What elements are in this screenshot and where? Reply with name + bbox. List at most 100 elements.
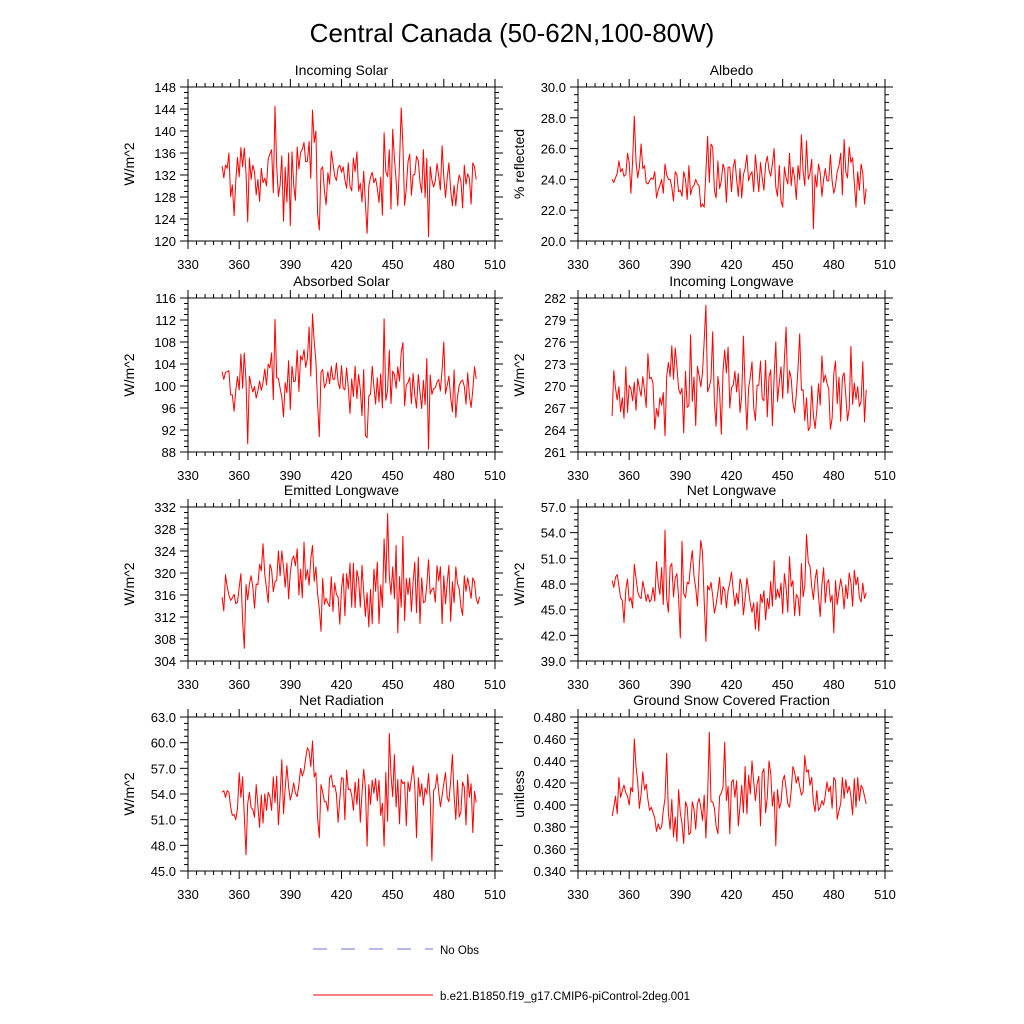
legend-obs-label: No Obs (440, 945, 479, 957)
x-tick-label: 420 (331, 887, 353, 902)
panel-title: Net Longwave (687, 482, 777, 498)
y-tick-label: 51.0 (151, 813, 176, 828)
y-axis-label: unitless (511, 770, 527, 817)
x-tick-label: 360 (618, 468, 640, 483)
x-tick-label: 510 (874, 468, 896, 483)
x-tick-label: 360 (228, 257, 250, 272)
y-tick-label: 264 (544, 423, 566, 438)
y-tick-label: 45.0 (151, 864, 176, 879)
panels: 330 360 390 420 450 480 510 120 124 128 132 136 140 1… (121, 62, 896, 902)
y-axis-label: W/m^2 (121, 562, 137, 605)
y-axis-label: W/m^2 (121, 353, 137, 396)
y-tick-label: 276 (544, 335, 566, 350)
x-tick-label: 450 (382, 677, 404, 692)
y-tick-label: 312 (154, 610, 176, 625)
y-tick-label: 48.0 (151, 838, 176, 853)
x-tick-label: 330 (567, 887, 589, 902)
x-tick-label: 450 (772, 887, 794, 902)
x-tick-label: 390 (279, 887, 301, 902)
panel-ground-snow-covered-fraction: 330 360 390 420 450 480 510 0.340 0.360 0.380 0.40… (511, 692, 896, 902)
y-tick-label: 332 (154, 500, 176, 515)
panel-net-longwave: 330 360 390 420 450 480 510 39.0 42.0 45.0 48.0 51.… (511, 482, 896, 692)
panel-title: Incoming Longwave (669, 273, 794, 289)
panel-absorbed-solar: 330 360 390 420 450 480 510 88 92 96 100 104 108 112 1… (121, 273, 506, 483)
y-tick-label: 279 (544, 313, 566, 328)
y-tick-label: 57.0 (151, 761, 176, 776)
y-tick-label: 20.0 (541, 234, 566, 249)
y-tick-label: 42.0 (541, 628, 566, 643)
panel-title: Emitted Longwave (284, 482, 399, 498)
x-tick-label: 360 (228, 887, 250, 902)
y-tick-label: 116 (155, 291, 176, 306)
y-tick-label: 96 (162, 401, 176, 416)
x-tick-label: 330 (177, 257, 199, 272)
x-tick-label: 420 (721, 468, 743, 483)
y-tick-label: 45.0 (541, 603, 566, 618)
x-tick-label: 330 (567, 677, 589, 692)
panel-incoming-longwave: 330 360 390 420 450 480 510 261 264 267 270 273 276 2… (511, 273, 896, 483)
plot-frame (577, 297, 886, 453)
x-tick-label: 420 (721, 677, 743, 692)
x-tick-label: 390 (279, 257, 301, 272)
y-tick-label: 30.0 (541, 80, 566, 95)
y-tick-label: 270 (544, 379, 566, 394)
x-tick-label: 480 (433, 468, 455, 483)
y-tick-label: 28.0 (541, 111, 566, 126)
x-tick-label: 390 (669, 257, 691, 272)
y-axis-label: W/m^2 (511, 353, 527, 396)
x-tick-label: 420 (331, 468, 353, 483)
series-line (221, 513, 481, 649)
y-tick-label: 0.340 (533, 864, 566, 879)
y-tick-label: 148 (154, 80, 176, 95)
panel-incoming-solar: 330 360 390 420 450 480 510 120 124 128 132 136 140 1… (121, 62, 506, 272)
x-tick-label: 330 (177, 468, 199, 483)
y-tick-label: 0.440 (533, 754, 566, 769)
y-tick-label: 0.460 (533, 732, 566, 747)
y-tick-label: 267 (544, 401, 566, 416)
x-tick-label: 420 (331, 257, 353, 272)
x-tick-label: 420 (331, 677, 353, 692)
series-line (221, 313, 477, 450)
x-tick-label: 420 (721, 887, 743, 902)
y-tick-label: 88 (162, 445, 176, 460)
y-tick-label: 324 (154, 544, 176, 559)
x-tick-label: 480 (433, 677, 455, 692)
y-tick-label: 54.0 (541, 526, 566, 541)
y-tick-label: 320 (154, 566, 176, 581)
x-tick-label: 390 (279, 468, 301, 483)
panel-title: Incoming Solar (295, 62, 389, 78)
x-tick-label: 390 (669, 887, 691, 902)
y-tick-label: 92 (162, 423, 176, 438)
y-tick-label: 124 (154, 212, 176, 227)
series-line (611, 529, 867, 642)
x-tick-label: 360 (228, 677, 250, 692)
y-tick-label: 273 (544, 357, 566, 372)
x-tick-label: 510 (874, 887, 896, 902)
panel-title: Absorbed Solar (293, 273, 390, 289)
y-tick-label: 57.0 (541, 500, 566, 515)
series-line (611, 115, 867, 230)
series-line (221, 105, 477, 238)
y-tick-label: 282 (544, 291, 566, 306)
series-line (611, 731, 867, 847)
y-tick-label: 0.420 (533, 776, 566, 791)
x-tick-label: 480 (823, 677, 845, 692)
panel-title: Ground Snow Covered Fraction (633, 692, 830, 708)
y-axis-label: W/m^2 (121, 772, 137, 815)
plot-frame (187, 716, 496, 872)
x-tick-label: 450 (382, 468, 404, 483)
panel-title: Albedo (710, 62, 754, 78)
panel-title: Net Radiation (299, 692, 384, 708)
x-tick-label: 330 (567, 257, 589, 272)
y-tick-label: 316 (154, 588, 176, 603)
y-tick-label: 0.380 (533, 820, 566, 835)
y-tick-label: 136 (154, 146, 176, 161)
y-tick-label: 104 (154, 357, 176, 372)
series-line (221, 732, 477, 862)
x-tick-label: 360 (618, 887, 640, 902)
x-tick-label: 420 (721, 257, 743, 272)
x-tick-label: 360 (618, 677, 640, 692)
y-tick-label: 132 (154, 168, 176, 183)
x-tick-label: 510 (484, 468, 506, 483)
x-tick-label: 480 (823, 887, 845, 902)
